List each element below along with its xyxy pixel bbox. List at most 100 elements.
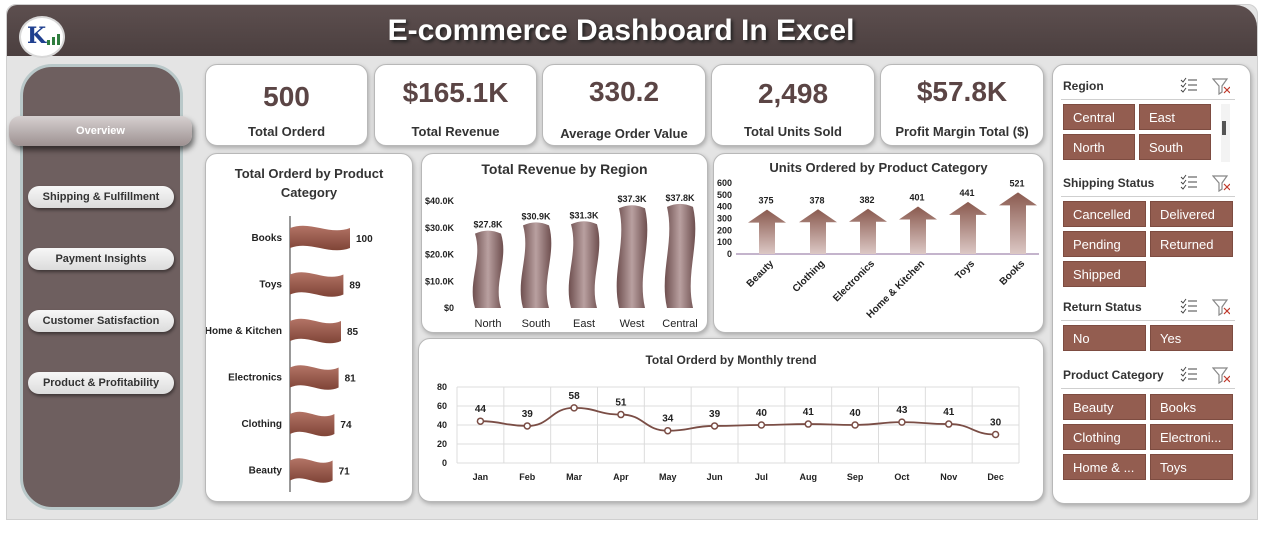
data-label: 39 (709, 409, 721, 420)
y-tick-label: 0 (727, 249, 732, 259)
region-slicer-scroll-thumb[interactable] (1222, 121, 1226, 135)
region-item-south[interactable]: South (1139, 134, 1211, 160)
data-label: 100 (356, 234, 373, 245)
trend-line (480, 406, 996, 436)
product-category-item-clothing[interactable]: Clothing (1063, 424, 1146, 450)
data-label: 30 (990, 418, 1002, 429)
y-tick-label: $10.0K (425, 276, 455, 286)
point-apr (617, 410, 625, 419)
point-sep (851, 421, 859, 429)
shipping-status-item-cancelled[interactable]: Cancelled (1063, 201, 1146, 227)
x-tick-label: South (522, 318, 551, 330)
data-label: $31.3K (569, 210, 599, 220)
category-label: Books (251, 233, 282, 244)
product-category-item-home[interactable]: Home & ... (1063, 454, 1146, 480)
slicer-divider (1061, 196, 1235, 197)
kpi-total-ordered-label: Total Orderd (247, 124, 326, 139)
region-item-east[interactable]: East (1139, 104, 1211, 130)
point-oct (898, 418, 906, 426)
kpi-total-revenue-card: $165.1K Total Revenue (374, 64, 537, 146)
arrow-bar-books (999, 192, 1037, 254)
point-may (664, 426, 672, 435)
x-tick-label: May (659, 472, 677, 482)
nav-overview-button[interactable]: Overview (9, 116, 192, 146)
clear-filter-icon[interactable] (1212, 77, 1230, 95)
nav-product-profitability-button[interactable]: Product & Profitability (28, 372, 174, 394)
return-status-item-no[interactable]: No (1063, 325, 1146, 351)
data-label: 44 (475, 404, 487, 415)
region-item-central[interactable]: Central (1063, 104, 1135, 130)
clear-filter-icon[interactable] (1212, 366, 1230, 384)
point-jun (710, 422, 719, 430)
data-label: 85 (347, 327, 359, 338)
data-label: 441 (959, 188, 974, 198)
kpi-profit-margin-label: Profit Margin Total ($) (895, 124, 1029, 139)
shipping-status-item-returned[interactable]: Returned (1150, 231, 1233, 257)
kpi-total-revenue-label: Total Revenue (411, 124, 500, 139)
y-tick-label: 200 (717, 225, 732, 235)
chart-svg: Books 100 Toys 89 Home & Kitchen 85 Electronic… (206, 216, 373, 492)
category-label: Toys (259, 280, 282, 291)
x-tick-label: Apr (613, 472, 629, 482)
return-status-item-yes[interactable]: Yes (1150, 325, 1233, 351)
data-label: 40 (850, 408, 862, 419)
logo-icon: K (19, 16, 65, 58)
kpi-total-ordered-card: 500 Total Orderd (205, 64, 368, 146)
data-label: 521 (1009, 178, 1024, 188)
bar-east (568, 221, 600, 308)
y-tick-label: 40 (437, 420, 447, 430)
arrow-bar-beauty (748, 209, 786, 254)
bar-beauty (290, 458, 333, 483)
clear-filter-icon[interactable] (1212, 174, 1230, 192)
x-tick-label: Jul (755, 472, 768, 482)
monthly-trend-chart: Total Orderd by Monthly trend 0 20 40 60 80 4… (418, 338, 1044, 502)
kpi-total-units-sold-value: 2,498 (757, 78, 829, 109)
nav-payment-insights-button[interactable]: Payment Insights (28, 248, 174, 270)
shipping-status-item-delivered[interactable]: Delivered (1150, 201, 1233, 227)
x-tick-label: Toys (953, 258, 977, 282)
arrow-bar-electronics (849, 208, 887, 254)
data-label: 41 (803, 407, 815, 418)
kpi-total-units-sold-card: 2,498 Total Units Sold (711, 64, 875, 146)
x-tick-label: Electronics (831, 258, 877, 304)
revenue-by-region-chart: Total Revenue by Region $0 $10.0K $20.0K $3… (421, 153, 708, 333)
x-tick-label: Aug (800, 472, 818, 482)
y-tick-label: 60 (437, 401, 447, 411)
shipping-status-item-pending[interactable]: Pending (1063, 231, 1146, 257)
product-category-item-toys[interactable]: Toys (1150, 454, 1233, 480)
multi-select-icon[interactable] (1180, 77, 1198, 95)
product-category-item-beauty[interactable]: Beauty (1063, 394, 1146, 420)
y-tick-label: 80 (437, 382, 447, 392)
bar-electronics (290, 365, 339, 390)
nav-customer-satisfaction-button[interactable]: Customer Satisfaction (28, 310, 174, 332)
multi-select-icon[interactable] (1180, 366, 1198, 384)
multi-select-icon[interactable] (1180, 174, 1198, 192)
shipping-status-item-shipped[interactable]: Shipped (1063, 261, 1146, 287)
data-label: $37.3K (617, 194, 647, 204)
nav-shipping-fulfillment-button[interactable]: Shipping & Fulfillment (28, 186, 174, 208)
category-label: Clothing (241, 419, 282, 430)
kpi-profit-margin-value: $57.8K (916, 76, 1008, 107)
clear-filter-icon[interactable] (1212, 298, 1230, 316)
data-label: 58 (569, 391, 581, 402)
chart-svg: $0 $10.0K $20.0K $30.0K $40.0K $27.8K North $30… (425, 193, 698, 330)
kpi-total-units-sold-label: Total Units Sold (744, 124, 842, 139)
product-category-item-books[interactable]: Books (1150, 394, 1233, 420)
category-label: Electronics (228, 373, 282, 384)
x-tick-label: Sep (847, 472, 864, 482)
region-item-north[interactable]: North (1063, 134, 1135, 160)
data-label: 51 (615, 398, 627, 409)
category-label: Home & Kitchen (206, 326, 282, 337)
chart-svg: 0100200300400500600375Beauty378Clothing3… (717, 178, 1039, 321)
multi-select-icon[interactable] (1180, 298, 1198, 316)
slicer-divider (1061, 99, 1235, 100)
point-aug (804, 420, 812, 428)
y-tick-label: $0 (444, 303, 454, 313)
y-tick-label: 600 (717, 178, 732, 188)
data-label: 378 (809, 195, 824, 205)
chart-title: Units Ordered by Product Category (769, 160, 988, 175)
y-tick-label: $20.0K (425, 250, 455, 260)
x-tick-label: Dec (987, 472, 1004, 482)
y-tick-label: 20 (437, 439, 447, 449)
product-category-item-electroni[interactable]: Electroni... (1150, 424, 1233, 450)
